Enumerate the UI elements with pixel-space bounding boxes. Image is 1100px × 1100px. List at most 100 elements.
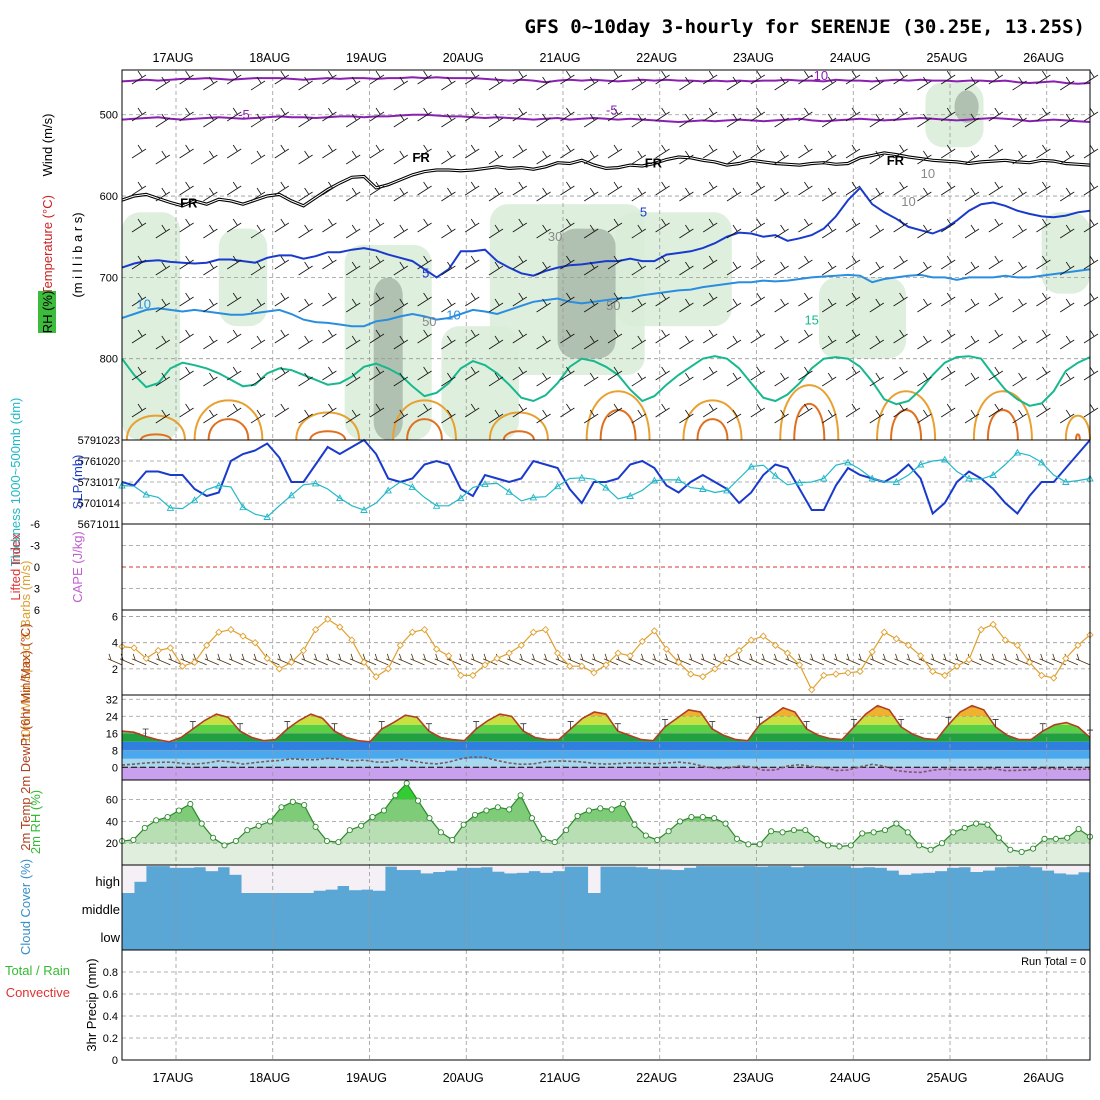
wind-barb [631,113,647,128]
wind-barb [988,329,1004,344]
wind-barb [250,76,266,91]
rh2m-point [358,822,365,829]
panel-frame-wind10m [121,609,1091,696]
cloud-high-bar [755,865,768,867]
wind-barb [988,70,1004,85]
wind-barb [226,218,242,233]
wind-barb [988,144,1004,159]
wind-barb [179,107,194,122]
wind10m-point [941,671,949,680]
wind-barb [988,292,1004,307]
cloud-high-bar [337,865,350,886]
cloud-high-bar [683,865,697,868]
precip-tick-label: 0.6 [103,989,118,1001]
wind10m-point [505,649,513,657]
wind-barb [845,218,861,233]
wind10m-point [699,673,707,681]
wind-barb [893,144,908,159]
date-label-bottom: 20AUG [443,1071,484,1085]
wind-barb [226,144,242,159]
rh2m-point [210,834,217,841]
wind-barb [155,409,171,424]
wind-barb [560,255,575,270]
temp2m-tick-label: 24 [106,711,118,723]
wind-barb [417,255,432,270]
rh2m-point [802,827,809,834]
wind-barb [869,150,885,165]
thickness-point [989,471,997,478]
rh2m-point [540,835,547,842]
date-label-top: 18AUG [249,51,290,65]
rh2m-point [449,836,456,843]
wind-barb [964,150,980,165]
wind10m-barb [845,653,861,666]
wind-barb [726,113,742,128]
cloud-high-bar [408,865,422,871]
cloud-high-bar [779,865,792,867]
thickness-point [747,462,755,470]
wind-barb [274,329,290,344]
rh2m-point [733,835,741,842]
wind-barb [536,113,551,128]
wind-barb [702,292,718,307]
wind-barb [845,181,861,196]
cloud-high-bar [1078,865,1091,873]
contour-label: 10 [446,308,460,323]
rh2m-axis-label-group: 2m RH (%) [28,790,43,854]
temp-minmax-bar [331,723,338,732]
wind10m-point [1074,641,1082,649]
wind-barb [417,218,432,233]
rh2m-point [346,827,353,834]
pressure-tick-label: 700 [100,272,118,284]
warm-isotherm-25 [309,430,347,441]
rh2m-point [597,805,604,812]
wind-barb [464,255,480,270]
wind10m-point [263,654,271,663]
wind10m-point [215,628,223,636]
temp-band [122,705,1090,708]
rh2m-point [153,817,160,824]
wind-barb [655,218,670,233]
wind10m-tick-label: 6 [112,612,118,624]
wind-barb [988,403,1004,418]
rh2m-point [825,842,832,849]
wind-barb [226,255,242,270]
cloud-high-bar [301,865,314,893]
wind-barb [917,372,932,387]
cloud-high-bar [922,865,936,873]
wind-barb [679,298,694,313]
wind-barb [464,329,480,344]
contour-label: -5 [606,103,618,118]
wind-barb [560,144,575,159]
cloud-high-bar [946,865,960,868]
wind10m-point [674,658,683,666]
wind-barb [988,366,1004,381]
wind10m-point [650,627,659,635]
wind-barb [869,261,885,276]
thickness-point [263,513,271,520]
wind10m-barb [349,653,365,666]
wind-barb [298,335,313,350]
cloud-level-label: low [100,930,120,945]
warm-isotherm-20 [488,411,549,441]
temp-minmax-bar [709,721,716,729]
wind-barb [512,107,528,122]
wind-barb [464,107,480,122]
wind10m-point [977,625,985,634]
cloud-high-bar [1018,865,1031,867]
wind-barb [536,372,551,387]
freezing-level-inner [121,152,1091,207]
cloud-high-bar [862,865,876,868]
warm-isotherm-25 [986,409,1019,441]
wind-barb [1083,366,1099,381]
wind-barb [464,181,480,196]
rh2m-point [312,823,319,830]
wind-barb [417,181,432,196]
wind-barb [464,218,480,233]
wind-barb [1012,76,1027,91]
temp-minmax-bar [189,721,196,729]
wind-barb [940,255,956,270]
wind-barb [702,366,718,381]
wind-barb [845,255,861,270]
cloud-high-bar [504,865,517,874]
